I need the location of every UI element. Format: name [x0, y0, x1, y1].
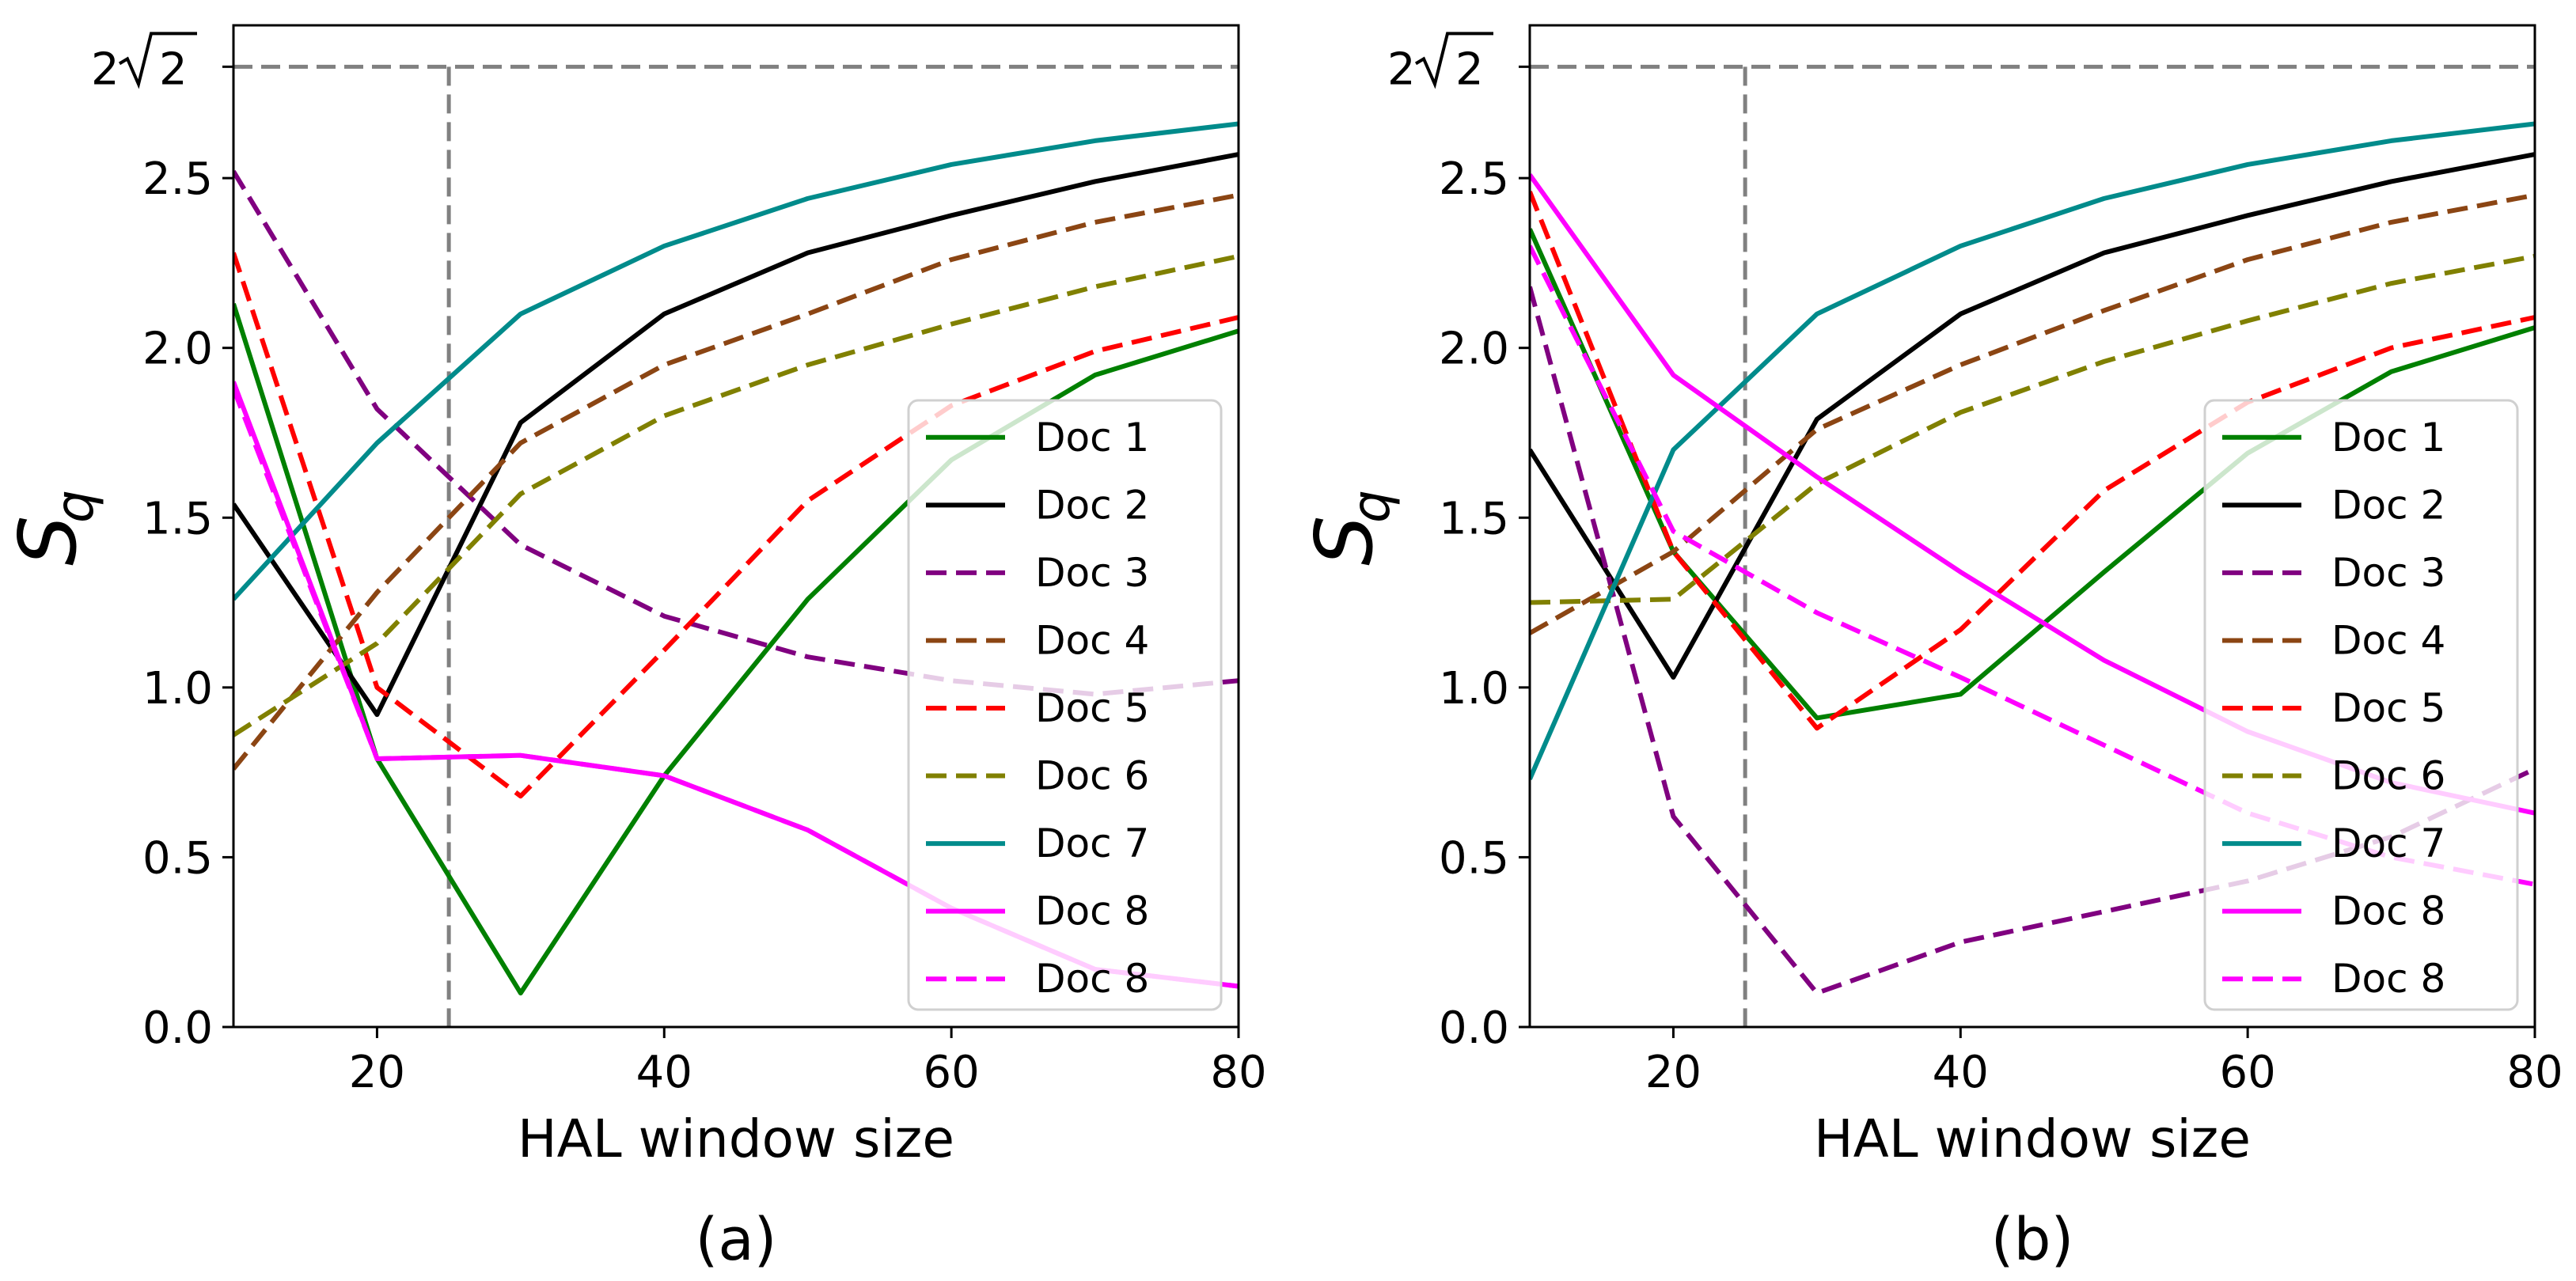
- legend-label: Doc 4: [2331, 617, 2445, 663]
- y-axis-label: Sq: [1298, 490, 1402, 566]
- legend: Doc 1 Doc 2 Doc 3 Doc 4 Doc 5 Doc 6 Doc 7 Doc 8…: [907, 399, 1223, 1011]
- y-axis-label: Sq: [2, 490, 105, 566]
- series-line-5: [1530, 191, 2535, 731]
- panel-label: (b): [1991, 1206, 2074, 1274]
- series-line-7: [233, 121, 1239, 601]
- legend-label: Doc 7: [2331, 821, 2445, 866]
- ytick-label: 1.0: [1439, 663, 1509, 714]
- plot-frame: [232, 24, 1240, 1029]
- legend-label: Doc 6: [2331, 753, 2445, 799]
- legend: Doc 1 Doc 2 Doc 3 Doc 4 Doc 5 Doc 6 Doc 7 Doc 8…: [2203, 399, 2519, 1011]
- panel-label: (a): [695, 1206, 776, 1274]
- ytick-label: 0.0: [1439, 1002, 1509, 1054]
- sqrt-radicand: 2: [159, 44, 188, 95]
- xtick-label: 60: [924, 1047, 980, 1098]
- ytick-label: 2.0: [1439, 324, 1509, 375]
- ytick-label: 1.5: [1439, 493, 1509, 544]
- series-group: [233, 121, 1239, 996]
- legend-label: Doc 8: [1035, 889, 1149, 934]
- ytick-label: 2.0: [142, 324, 213, 375]
- legend-label: Doc 5: [1035, 685, 1149, 731]
- xtick-label: 40: [636, 1047, 692, 1098]
- ytick-label: 0.0: [142, 1002, 213, 1054]
- sqrt-coefficient: 2: [1387, 44, 1416, 95]
- legend-label: Doc 8: [2331, 889, 2445, 934]
- sqrt-symbol: [1414, 32, 1493, 89]
- series-line-7: [1530, 121, 2535, 780]
- series-line-2: [1530, 152, 2535, 680]
- legend-label: Doc 8: [1035, 956, 1149, 1002]
- legend-label: Doc 6: [1035, 753, 1149, 799]
- ytick-label: 1.0: [142, 663, 213, 714]
- y-axis-label-main: S: [2, 516, 94, 566]
- x-axis-label: HAL window size: [518, 1109, 954, 1169]
- series-line-6: [233, 253, 1239, 737]
- legend-label: Doc 2: [1035, 482, 1149, 528]
- legend-label: Doc 3: [1035, 550, 1149, 596]
- series-line-4: [233, 192, 1239, 771]
- xtick-label: 40: [1933, 1047, 1989, 1098]
- series-line-4: [1530, 192, 2535, 635]
- ytick-label: 0.5: [142, 832, 213, 884]
- legend-label: Doc 8: [2331, 956, 2445, 1002]
- xtick-label: 20: [1645, 1047, 1702, 1098]
- series-line-3: [233, 169, 1239, 697]
- legend-frame: [907, 399, 1223, 1011]
- panel-b: 0.0 0.5 1.0 1.5 2.0 2.5 2 2 20 40 60 80 HAL window s…: [1298, 24, 2563, 1274]
- y-axis-label-main: S: [1298, 516, 1390, 566]
- x-axis-label: HAL window size: [1814, 1109, 2251, 1169]
- ytick-label: 0.5: [1439, 832, 1509, 884]
- legend-label: Doc 7: [1035, 821, 1149, 866]
- legend-label: Doc 3: [2331, 550, 2445, 596]
- legend-label: Doc 4: [1035, 617, 1149, 663]
- legend-frame: [2203, 399, 2519, 1011]
- ytick-label: 1.5: [142, 493, 213, 544]
- plot-frame: [1528, 24, 2536, 1029]
- y-axis-label-sub: q: [44, 490, 105, 523]
- legend-label: Doc 5: [2331, 685, 2445, 731]
- series-line-1: [233, 303, 1239, 996]
- series-line-5: [233, 252, 1239, 799]
- sqrt-radicand: 2: [1455, 44, 1484, 95]
- sqrt-symbol: [118, 32, 197, 89]
- xtick-label: 60: [2220, 1047, 2276, 1098]
- legend-label: Doc 1: [1035, 415, 1149, 460]
- ytick-label: 2.5: [1439, 153, 1509, 205]
- series-line-6: [1530, 253, 2535, 605]
- xtick-label: 20: [349, 1047, 405, 1098]
- legend-label: Doc 1: [2331, 415, 2445, 460]
- xtick-label: 80: [2506, 1047, 2563, 1098]
- legend-label: Doc 2: [2331, 482, 2445, 528]
- series-group: [1530, 121, 2535, 996]
- series-line-3: [1530, 286, 2535, 996]
- y-axis-label-sub: q: [1341, 490, 1402, 523]
- ytick-label: 2.5: [142, 153, 213, 205]
- xtick-label: 80: [1210, 1047, 1266, 1098]
- panel-a: 0.0 0.5 1.0 1.5 2.0 2.5 2 2 20 40 60 80 HAL window s…: [2, 24, 1267, 1274]
- series-line-2: [233, 152, 1239, 718]
- sqrt-coefficient: 2: [91, 44, 120, 95]
